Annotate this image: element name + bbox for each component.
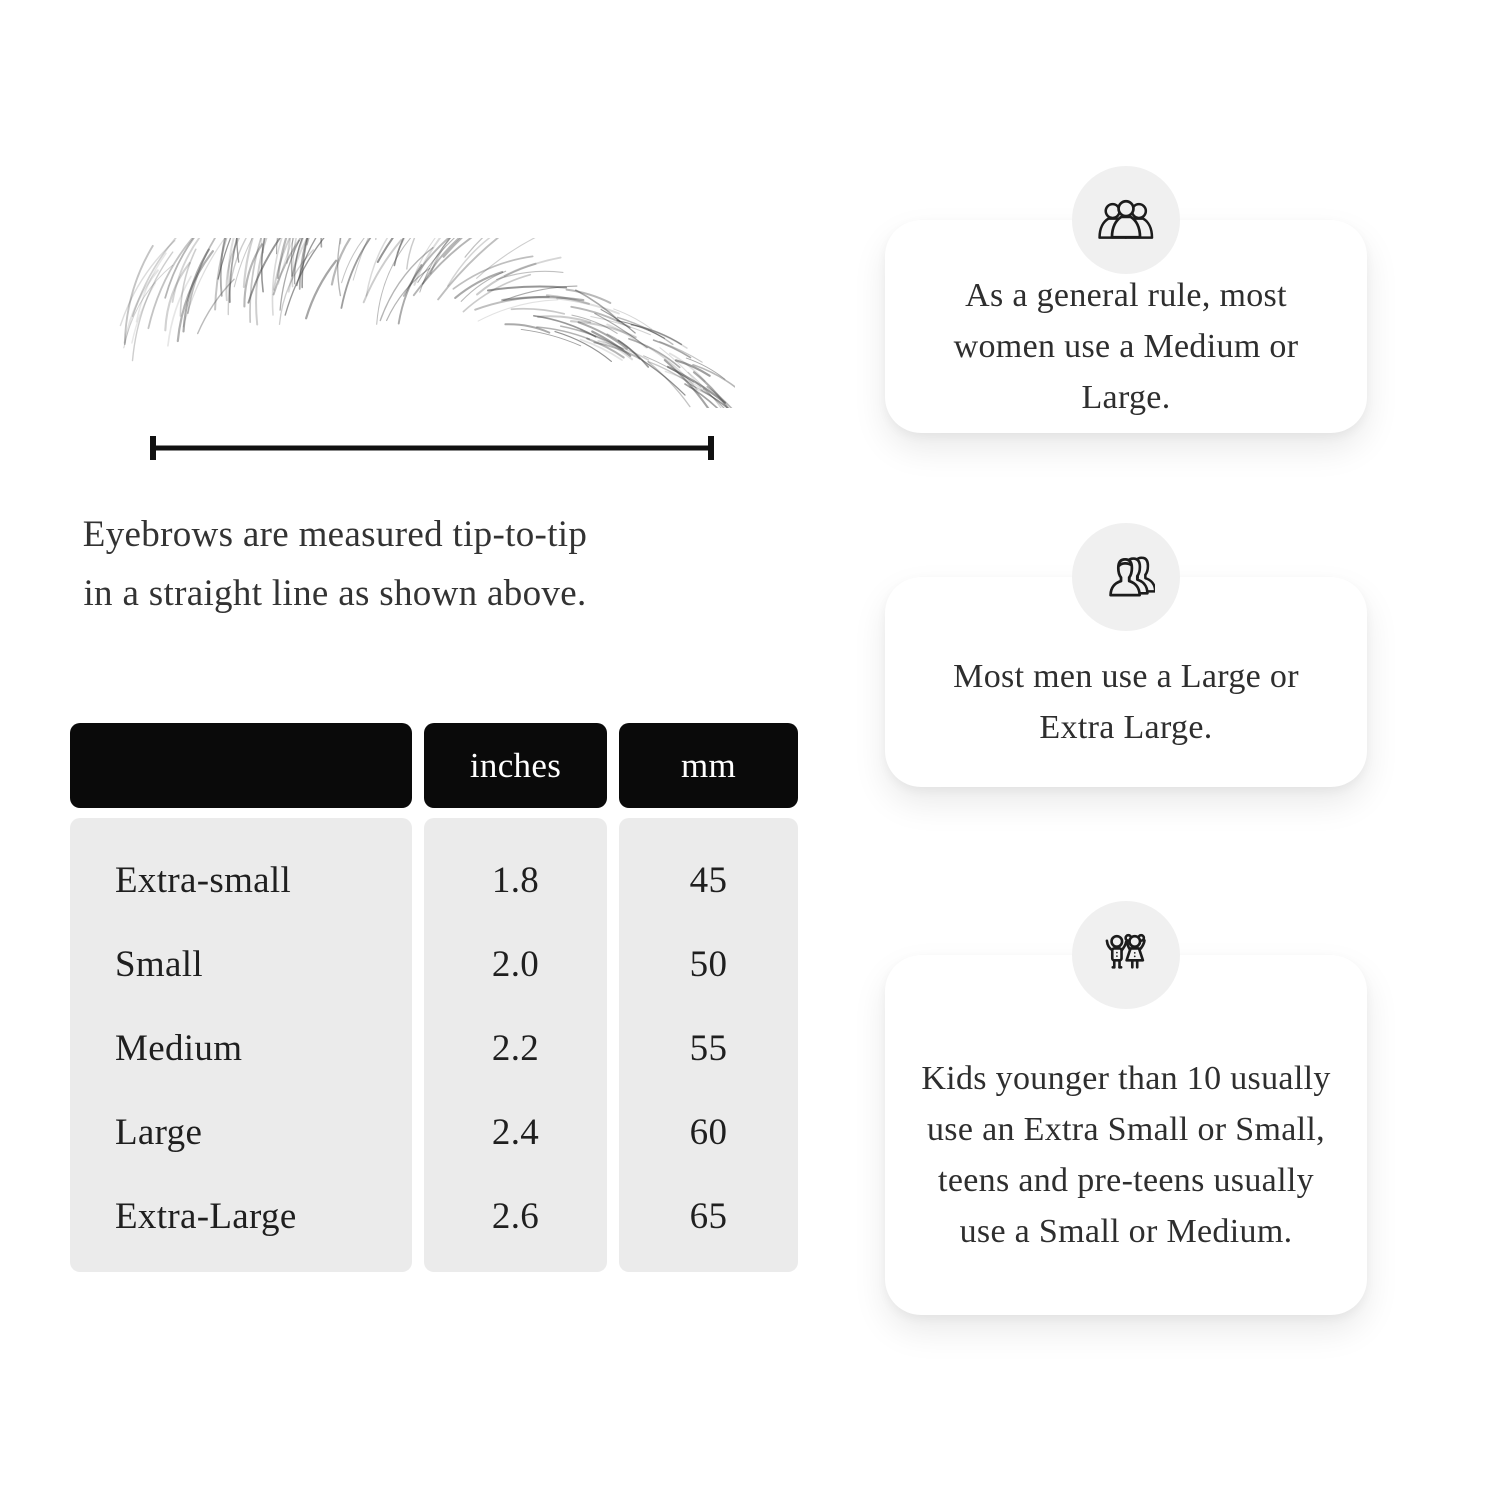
mm-value: 65 — [689, 1195, 728, 1237]
mm-value: 60 — [689, 1111, 728, 1153]
table-body-mm: 45 50 55 60 65 — [619, 818, 798, 1272]
table-header-inches: inches — [424, 723, 607, 808]
men-card-text: Most men use a Large or Extra Large. — [953, 658, 1299, 746]
size-label: Medium — [115, 1027, 243, 1069]
measurement-caption: Eyebrows are measured tip-to-tip in a st… — [65, 505, 605, 623]
table-header-mm: mm — [619, 723, 798, 808]
inches-value: 2.0 — [491, 943, 540, 985]
inches-value: 2.4 — [491, 1111, 540, 1153]
size-table: Extra-small Small Medium Large Extra-Lar… — [70, 723, 798, 1272]
size-label: Large — [115, 1111, 203, 1153]
size-label: Small — [115, 943, 203, 985]
table-column-mm: mm 45 50 55 60 65 — [619, 723, 798, 1272]
mm-value: 45 — [689, 859, 728, 901]
men-info-card: Most men use a Large or Extra Large. — [885, 523, 1367, 787]
table-body-size: Extra-small Small Medium Large Extra-Lar… — [70, 818, 412, 1272]
kids-card-text: Kids younger than 10 usually use an Extr… — [921, 1060, 1331, 1250]
kids-icon-badge — [1072, 901, 1180, 1009]
men-icon-badge — [1072, 523, 1180, 631]
inches-value: 2.6 — [491, 1195, 540, 1237]
size-label: Extra-small — [115, 859, 292, 901]
table-column-inches: inches 1.8 2.0 2.2 2.4 2.6 — [424, 723, 607, 1272]
table-header-size — [70, 723, 412, 808]
size-label: Extra-Large — [115, 1195, 297, 1237]
inches-value: 1.8 — [491, 859, 540, 901]
men-group-icon — [1109, 556, 1155, 597]
women-card-text: As a general rule, most women use a Medi… — [953, 277, 1299, 416]
caption-line-2: in a straight line as shown above. — [83, 573, 587, 614]
table-column-size: Extra-small Small Medium Large Extra-Lar… — [70, 723, 412, 1272]
table-body-inches: 1.8 2.0 2.2 2.4 2.6 — [424, 818, 607, 1272]
caption-line-1: Eyebrows are measured tip-to-tip — [82, 514, 588, 555]
mm-value: 50 — [689, 943, 728, 985]
kids-info-card: Kids younger than 10 usually use an Extr… — [885, 901, 1367, 1315]
women-info-card: As a general rule, most women use a Medi… — [885, 166, 1367, 433]
women-group-icon — [1098, 199, 1154, 239]
women-icon-badge — [1072, 166, 1180, 274]
measurement-line — [148, 434, 716, 462]
kids-icon — [1105, 933, 1146, 969]
eyebrow-illustration — [105, 238, 735, 408]
inches-value: 2.2 — [491, 1027, 540, 1069]
mm-value: 55 — [689, 1027, 728, 1069]
